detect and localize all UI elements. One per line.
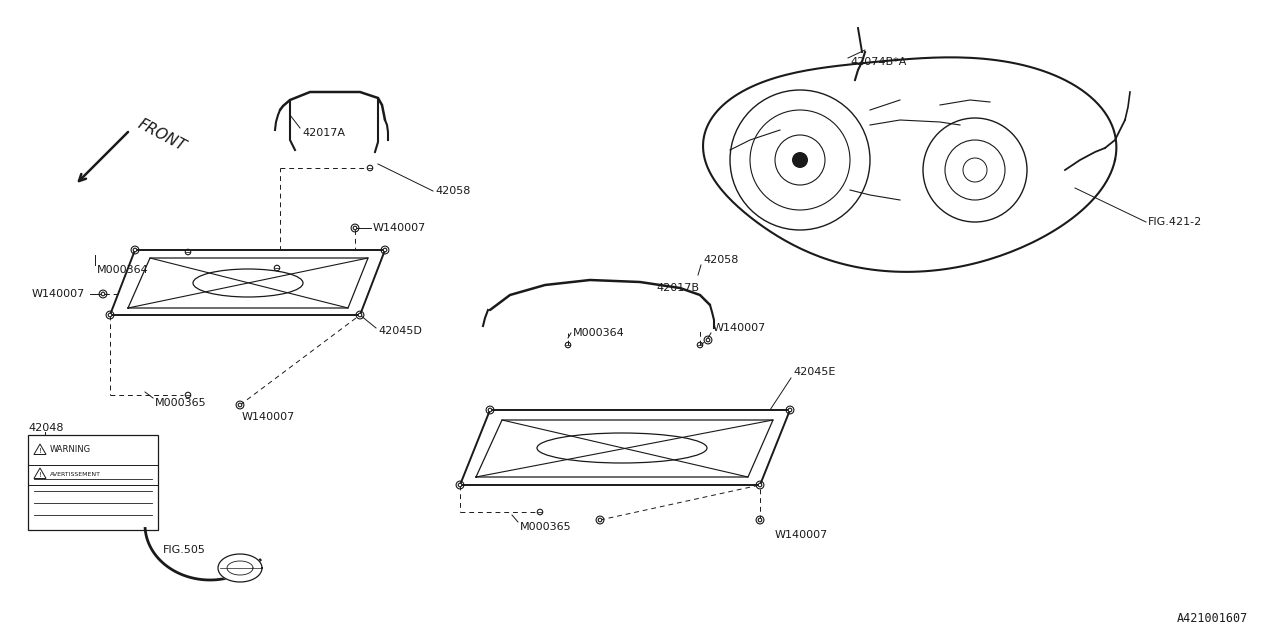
Circle shape (133, 248, 137, 252)
Text: WARNING: WARNING (50, 445, 91, 454)
Text: 42058: 42058 (703, 255, 739, 265)
Text: 42045E: 42045E (794, 367, 836, 377)
Circle shape (101, 292, 105, 296)
Text: W140007: W140007 (32, 289, 86, 299)
Circle shape (707, 338, 710, 342)
Text: M000365: M000365 (520, 522, 572, 532)
Text: 42045D: 42045D (378, 326, 422, 336)
Circle shape (598, 518, 602, 522)
Circle shape (758, 483, 762, 487)
Polygon shape (703, 58, 1116, 272)
Text: A421001607: A421001607 (1176, 611, 1248, 625)
Text: FRONT: FRONT (134, 116, 188, 154)
Circle shape (353, 226, 357, 230)
Text: M000364: M000364 (573, 328, 625, 338)
Text: W140007: W140007 (242, 412, 296, 422)
Circle shape (358, 313, 362, 317)
Text: M000365: M000365 (155, 398, 206, 408)
Polygon shape (218, 554, 262, 582)
Text: AVERTISSEMENT: AVERTISSEMENT (50, 472, 101, 477)
Circle shape (488, 408, 492, 412)
Polygon shape (110, 250, 385, 315)
Circle shape (792, 152, 808, 168)
Circle shape (383, 248, 387, 252)
Polygon shape (460, 410, 790, 485)
Text: FIG.421-2: FIG.421-2 (1148, 217, 1202, 227)
Circle shape (758, 518, 762, 522)
Text: !: ! (38, 472, 41, 478)
Circle shape (788, 408, 792, 412)
Text: 42048: 42048 (28, 423, 64, 433)
Text: M000364: M000364 (97, 265, 148, 275)
Circle shape (458, 483, 462, 487)
Circle shape (109, 313, 111, 317)
Bar (28, 435, 157, 530)
Text: 42058: 42058 (435, 186, 470, 196)
Text: 42017A: 42017A (302, 128, 346, 138)
Text: FIG.505: FIG.505 (163, 545, 206, 555)
Text: W140007: W140007 (713, 323, 767, 333)
Text: !: ! (38, 448, 41, 454)
Text: W140007: W140007 (774, 530, 828, 540)
Text: 42074B*A: 42074B*A (850, 57, 906, 67)
Circle shape (238, 403, 242, 407)
Text: 42017B: 42017B (657, 283, 699, 293)
Text: W140007: W140007 (372, 223, 426, 233)
